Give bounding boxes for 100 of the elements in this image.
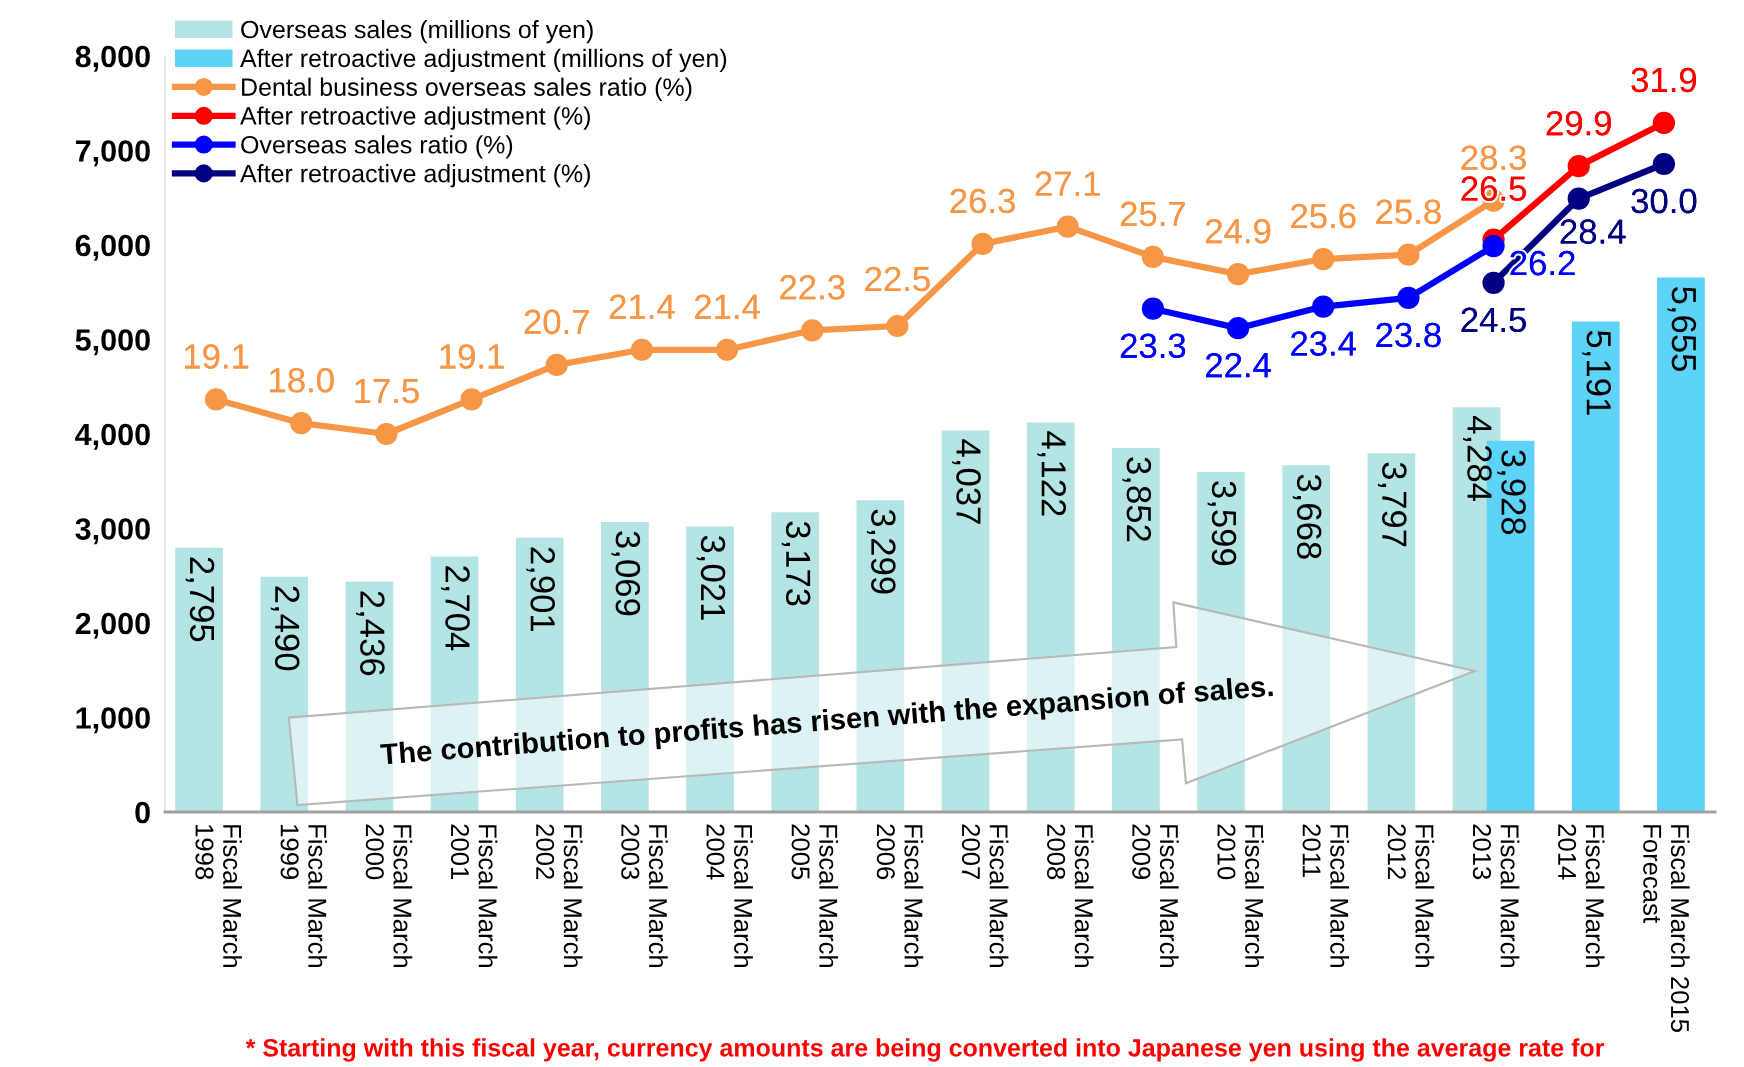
point <box>1226 317 1250 340</box>
data-label: 2,436 <box>355 591 385 676</box>
y-tick-label: 4,000 <box>75 423 150 450</box>
x-tick-label: Fiscal March 2015 Forecast <box>1643 825 1690 1032</box>
data-label: 26.5 <box>1461 176 1526 201</box>
data-label: 19.1 <box>440 344 504 369</box>
legend-label: After retroactive adjustment (millions of yen) <box>240 48 727 73</box>
data-label: 25.7 <box>1120 201 1185 227</box>
point <box>460 388 483 411</box>
bar <box>1282 465 1331 812</box>
data-label: 28.3 <box>1461 145 1526 171</box>
data-label: 22.3 <box>780 275 845 300</box>
data-label: 3,599 <box>1207 481 1237 566</box>
point <box>1652 152 1676 176</box>
annotation: The contribution to profits has risen with the expansion of sales. <box>380 674 1274 771</box>
bar <box>1657 277 1705 812</box>
data-label: 22.4 <box>1206 352 1271 378</box>
point <box>1141 245 1165 268</box>
y-tick-label: 7,000 <box>75 140 150 167</box>
point <box>886 314 909 338</box>
legend-label: Dental business overseas sales ratio (%) <box>242 77 692 101</box>
bar <box>175 547 223 812</box>
data-label: 30.0 <box>1631 188 1697 214</box>
x-tick-label: Fiscal March 2005 <box>791 824 839 968</box>
data-label: 3,668 <box>1292 474 1322 559</box>
x-tick-label: Fiscal March 2013 <box>1472 824 1520 968</box>
data-label: 5,655 <box>1667 286 1697 372</box>
point <box>1226 263 1250 286</box>
y-tick-label: 2,000 <box>75 612 150 639</box>
x-tick-label: Fiscal March 2000 <box>365 824 413 968</box>
point <box>290 412 313 435</box>
point <box>630 338 654 361</box>
point <box>1482 234 1505 258</box>
x-tick-label: Fiscal March 2006 <box>876 824 924 968</box>
data-label: 31.9 <box>1631 67 1697 93</box>
x-tick-label: Fiscal March 2014 <box>1558 824 1605 968</box>
data-label: 25.8 <box>1376 199 1441 225</box>
data-label: 4,122 <box>1037 431 1066 516</box>
x-tick-label: Fiscal March 1999 <box>280 825 328 968</box>
point <box>545 353 568 376</box>
legend-label: Overseas sales (millions of yen) <box>241 20 593 44</box>
point <box>971 232 994 256</box>
data-label: 23.3 <box>1120 333 1186 359</box>
legend-label: After retroactive adjustment (%) <box>240 164 590 188</box>
data-label: 23.4 <box>1291 331 1357 356</box>
data-label: 17.5 <box>355 379 419 404</box>
data-label: 2,704 <box>441 566 470 651</box>
point <box>1056 215 1079 238</box>
data-label: 3,173 <box>781 521 811 606</box>
data-label: 5,191 <box>1582 330 1612 415</box>
point <box>801 319 824 342</box>
data-label: 24.5 <box>1461 307 1526 333</box>
data-label: 2,795 <box>185 557 215 642</box>
data-label: 2,490 <box>270 586 300 671</box>
x-tick-label: Fiscal March 1998 <box>195 825 242 968</box>
y-tick-label: 3,000 <box>75 518 150 545</box>
data-label: 3,069 <box>611 531 641 616</box>
y-tick-label: 0 <box>135 801 150 824</box>
data-label: 18.0 <box>270 367 334 393</box>
legend-label: After retroactive adjustment (%) <box>240 106 590 130</box>
x-tick-label: Fiscal March 2011 <box>1302 824 1350 968</box>
point <box>1397 286 1420 310</box>
x-tick-label: Fiscal March 2004 <box>706 824 753 968</box>
bar <box>1367 453 1416 812</box>
point <box>1482 271 1505 294</box>
x-tick-label: Fiscal March 2003 <box>621 824 668 968</box>
data-label: 20.7 <box>524 309 589 335</box>
data-label: 4,284 <box>1463 415 1492 502</box>
x-tick-label: Fiscal March 2009 <box>1132 824 1179 968</box>
x-tick-label: Fiscal March 2008 <box>1047 824 1094 968</box>
data-label: 3,852 <box>1122 457 1152 542</box>
data-label: 29.9 <box>1546 110 1611 136</box>
data-label: 24.9 <box>1206 218 1271 244</box>
data-label: 19.1 <box>184 344 249 369</box>
x-tick-label: Fiscal March 2002 <box>536 824 583 968</box>
data-label: 26.3 <box>950 188 1015 214</box>
x-tick-label: Fiscal March 2001 <box>450 824 498 968</box>
legend-label: Overseas sales ratio (%) <box>241 135 513 159</box>
point <box>1567 187 1590 210</box>
data-label: 21.4 <box>609 294 675 319</box>
data-label: 3,928 <box>1497 450 1526 535</box>
y-tick-label: 5,000 <box>75 329 150 356</box>
point <box>1312 295 1335 318</box>
point <box>1652 111 1676 135</box>
data-label: 2,901 <box>526 547 555 632</box>
point <box>1397 243 1420 266</box>
data-label: 27.1 <box>1035 171 1100 196</box>
data-label: 28.4 <box>1560 219 1626 244</box>
data-label: 3,299 <box>866 509 896 594</box>
y-tick-label: 1,000 <box>76 707 150 734</box>
y-tick-label: 8,000 <box>75 45 150 72</box>
bar <box>1571 321 1620 812</box>
x-tick-label: Fiscal March 2012 <box>1387 824 1435 968</box>
point <box>715 338 739 361</box>
point <box>375 422 398 446</box>
text: * Starting with this fiscal year, currency amounts are being converted into Japanese yen using the average rate for <box>245 1038 1605 1062</box>
y-tick-label: 6,000 <box>75 234 150 261</box>
data-label: 3,797 <box>1377 462 1407 547</box>
point <box>1141 297 1165 320</box>
data-label: 3,021 <box>696 535 726 620</box>
